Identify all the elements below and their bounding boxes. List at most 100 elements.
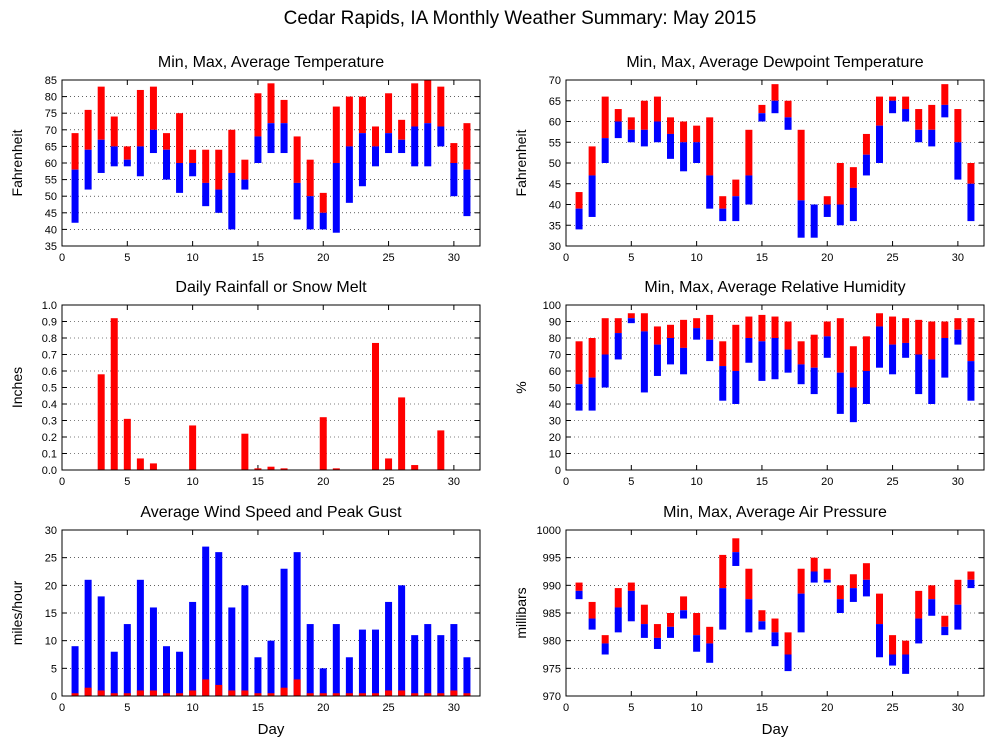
rain-bar [136,458,144,470]
upper-range-bar [640,313,648,332]
upper-range-bar [189,149,197,163]
gust-bar [358,629,366,696]
upper-range-bar [823,568,831,580]
y-axis-label: miles/hour [9,580,25,645]
rain-bar [385,458,393,470]
lower-range-bar [954,604,962,630]
x-tick-label: 5 [124,476,130,488]
lower-range-bar [575,208,583,230]
upper-range-bar [450,143,458,163]
upper-range-bar [758,104,766,114]
x-tick-label: 25 [886,252,898,264]
x-tick-label: 25 [382,476,394,488]
y-tick-label: 20 [45,580,57,592]
upper-range-bar [836,163,844,205]
x-axis-label: Day [762,721,789,738]
upper-range-bar [575,192,583,209]
upper-range-bar [928,585,936,600]
upper-range-bar [876,313,883,327]
gust-bar [254,657,262,696]
lower-range-bar [601,138,609,163]
gust-bar [398,585,406,696]
upper-range-bar [280,99,288,124]
upper-range-bar [588,338,596,378]
x-axis-label: Day [258,721,285,738]
lower-range-bar [862,371,870,404]
lower-range-bar [267,123,275,154]
avg-speed-bar [306,693,314,696]
rain-bar [398,397,406,470]
upper-range-bar [706,314,714,340]
rain-bar [437,430,445,470]
upper-range-bar [849,167,857,188]
chart-dewpoint: Min, Max, Average Dewpoint Temperature 30… [513,54,985,264]
plot-frame [61,79,481,247]
upper-range-bar [862,133,870,155]
y-tick-label: 0.3 [42,416,57,428]
x-tick-label: 20 [317,252,329,264]
avg-speed-bar [254,693,262,696]
x-tick-label: 0 [563,702,569,714]
y-tick-label: 40 [549,200,561,212]
upper-range-bar [601,318,609,355]
y-tick-label: 80 [549,333,561,345]
upper-range-bar [345,96,353,147]
y-tick-label: 65 [45,141,57,153]
lower-range-bar [653,121,661,143]
lower-range-bar [902,654,910,674]
lower-range-bar [758,113,766,122]
gust-bar [136,579,144,696]
lower-range-bar [189,163,197,177]
avg-speed-bar [84,687,92,696]
y-tick-label: 45 [549,179,561,191]
upper-range-bar [627,313,635,319]
upper-range-bar [889,316,897,345]
lower-range-bar [941,626,949,636]
chart-temp: Min, Max, Average Temperature35404550556… [9,54,481,264]
upper-range-bar [928,104,936,130]
lower-range-bar [627,318,635,324]
gust-bar [123,624,131,696]
lower-range-bar [706,643,714,663]
avg-speed-bar [267,693,275,696]
lower-range-bar [176,163,184,193]
y-tick-label: 1.0 [42,300,57,312]
y-tick-label: 0 [51,691,57,703]
y-tick-label: 0.0 [42,465,57,477]
lower-range-bar [915,129,923,143]
gust-bar [332,624,340,696]
upper-range-bar [967,163,975,184]
upper-range-bar [241,159,249,180]
gust-bar [293,552,301,696]
lower-range-bar [372,146,379,167]
y-tick-label: 50 [549,158,561,170]
upper-range-bar [889,635,897,655]
gust-bar [202,546,210,696]
lower-range-bar [163,149,170,180]
upper-range-bar [667,324,674,338]
upper-range-bar [902,96,910,110]
avg-speed-bar [345,693,353,696]
upper-range-bar [110,116,118,147]
lower-range-bar [667,626,674,638]
lower-range-bar [797,200,805,238]
lower-range-bar [732,371,740,404]
x-tick-label: 5 [628,252,634,264]
upper-range-bar [810,334,818,368]
upper-range-bar [745,316,753,338]
lower-range-bar [719,588,727,630]
y-tick-label: 55 [549,137,561,149]
gust-bar [319,668,327,696]
lower-range-bar [823,579,831,583]
chart-title: Min, Max, Average Relative Humidity [644,279,905,296]
upper-range-bar [411,83,419,127]
gust-bar [176,651,184,696]
bars-pressure [575,538,975,674]
x-tick-label: 20 [821,252,833,264]
lower-range-bar [614,333,622,360]
x-tick-label: 15 [756,702,768,714]
lower-range-bar [876,326,883,368]
rain-bar [189,425,197,470]
lower-range-bar [941,104,949,118]
